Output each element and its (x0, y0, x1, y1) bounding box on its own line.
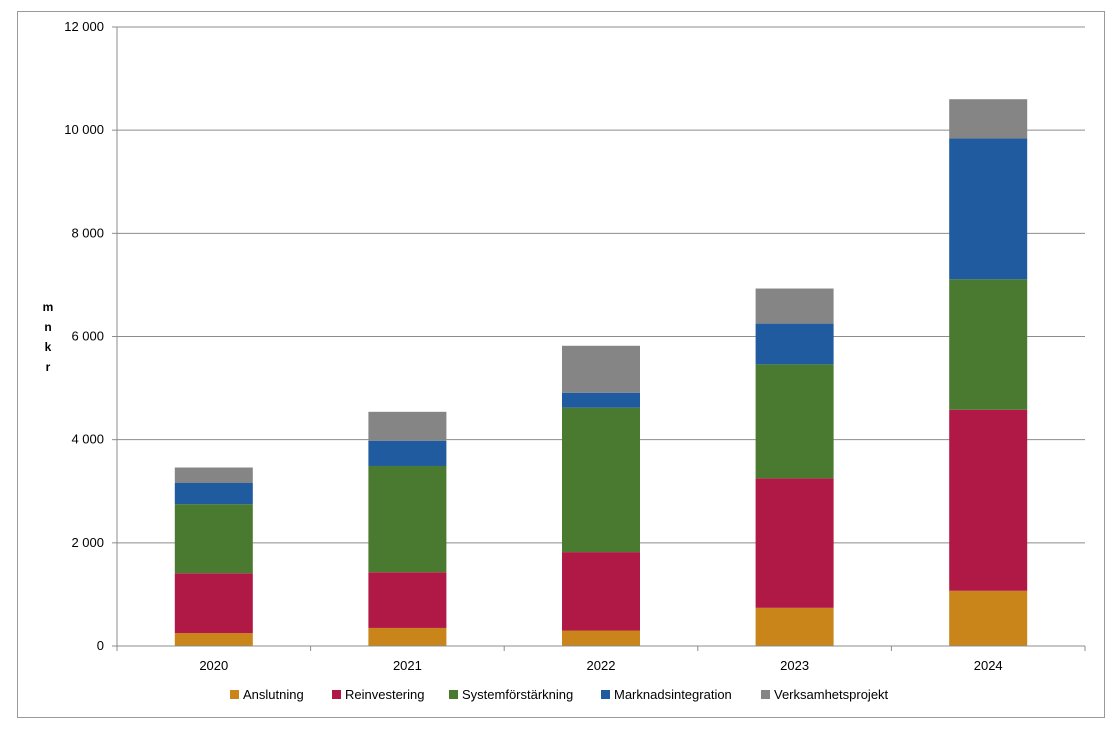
bar-segment-verksamhetsprojekt (368, 411, 447, 441)
legend-swatch (449, 690, 458, 699)
gridlines (117, 26, 1085, 544)
axes (112, 26, 1086, 651)
bar-segment-marknadsintegration (368, 440, 447, 466)
y-tick-label: 10 000 (64, 122, 104, 137)
bar-segment-reinvestering (368, 572, 447, 628)
bar-segment-verksamhetsprojekt (562, 345, 640, 393)
legend-swatch (761, 690, 770, 699)
bar-segment-systemförstärkning (949, 279, 1028, 410)
bar-segment-anslutning (174, 633, 253, 646)
bar-segment-anslutning (368, 627, 447, 646)
legend-label: Reinvestering (345, 687, 425, 702)
bar-segment-marknadsintegration (949, 138, 1028, 280)
x-tick-label: 2023 (780, 658, 809, 673)
bar-segment-anslutning (755, 607, 834, 646)
bar-segment-systemförstärkning (174, 504, 253, 574)
bar-segment-verksamhetsprojekt (755, 288, 834, 324)
y-tick-labels: 0 2 000 4 000 6 000 8 000 10 000 12 000 (64, 19, 104, 653)
bar-segment-reinvestering (562, 552, 640, 631)
y-axis-label-letter: k (45, 340, 52, 354)
legend-label: Verksamhetsprojekt (774, 687, 889, 702)
bar-segment-verksamhetsprojekt (174, 467, 253, 483)
bar-segment-systemförstärkning (562, 407, 640, 553)
x-tick-label: 2024 (974, 658, 1003, 673)
y-tick-label: 6 000 (71, 329, 104, 344)
bar-segment-anslutning (562, 630, 640, 646)
bar-segment-marknadsintegration (755, 323, 834, 365)
bar-segment-reinvestering (174, 573, 253, 634)
legend-swatch (601, 690, 610, 699)
bars (174, 99, 1028, 646)
bar-segment-verksamhetsprojekt (949, 99, 1028, 139)
legend-label: Anslutning (243, 687, 304, 702)
x-tick-labels: 2020 2021 2022 2023 2024 (199, 658, 1002, 673)
y-tick-label: 8 000 (71, 225, 104, 240)
y-axis-label-letter: n (44, 320, 51, 334)
x-tick-label: 2021 (393, 658, 422, 673)
bar-segment-systemförstärkning (368, 465, 447, 573)
bar-segment-marknadsintegration (174, 482, 253, 505)
y-tick-label: 2 000 (71, 535, 104, 550)
bar-segment-reinvestering (949, 409, 1028, 591)
y-tick-label: 4 000 (71, 432, 104, 447)
legend-swatch (332, 690, 341, 699)
legend-label: Marknadsintegration (614, 687, 732, 702)
y-axis-label-letter: m (43, 300, 54, 314)
bar-segment-anslutning (949, 590, 1028, 646)
bar-segment-systemförstärkning (755, 364, 834, 479)
y-tick-label: 12 000 (64, 19, 104, 34)
x-tick-label: 2022 (587, 658, 616, 673)
legend-swatch (230, 690, 239, 699)
legend: Anslutning Reinvestering Systemförstärknin… (230, 687, 889, 702)
legend-label: Systemförstärkning (462, 687, 573, 702)
y-axis-label-letter: r (46, 360, 51, 374)
x-tick-label: 2020 (199, 658, 228, 673)
y-tick-label: 0 (97, 638, 104, 653)
bar-segment-marknadsintegration (562, 392, 640, 408)
bar-segment-reinvestering (755, 478, 834, 608)
